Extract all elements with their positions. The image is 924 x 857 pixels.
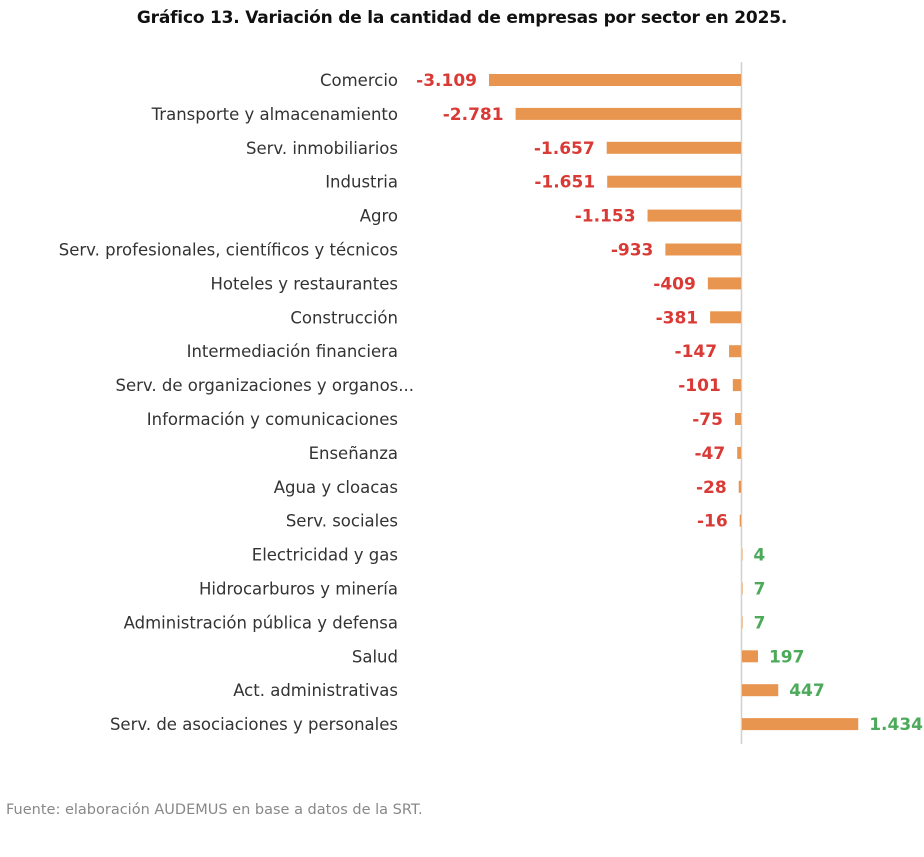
value-label: 197 [769,647,805,667]
bar [742,718,859,731]
value-label: -2.781 [443,105,504,125]
bars-layer [489,74,859,731]
bar [647,209,741,222]
value-label: -1.153 [575,207,636,227]
category-label: Intermediación financiera [187,342,398,361]
value-label: -28 [696,478,727,498]
bar [710,311,741,324]
value-label: -381 [656,308,699,328]
bar [738,480,741,493]
category-label: Serv. profesionales, científicos y técni… [59,241,398,260]
category-labels: Comercio Transporte y almacenamiento Serv.… [59,71,414,734]
value-label: 447 [789,681,825,701]
category-label: Transporte y almacenamiento [151,105,398,124]
bar [739,514,741,527]
category-label: Agua y cloacas [274,478,398,497]
category-label: Serv. sociales [286,512,398,531]
value-label: -409 [653,274,696,294]
category-label: Serv. de organizaciones y organos... [115,376,414,395]
category-label: Hoteles y restaurantes [211,274,399,293]
category-label: Información y comunicaciones [147,410,398,429]
bar [729,345,741,358]
bar [515,107,741,120]
bar [742,616,743,629]
value-label: -933 [611,241,654,261]
bar [489,74,741,86]
value-label: -101 [678,376,721,396]
value-label: -16 [697,512,728,532]
value-label: 7 [754,613,766,633]
value-label: -75 [692,410,723,430]
category-label: Serv. inmobiliarios [246,139,398,158]
value-labels: -3.109 -2.781 -1.657 -1.651 -1.153 -933 -409 -3… [416,71,923,735]
value-label: -1.651 [534,173,595,193]
value-label: -147 [675,342,718,362]
chart-title: Gráfico 13. Variación de la cantidad de … [136,8,788,28]
category-label: Enseñanza [309,444,398,463]
bar [606,141,741,154]
bar [732,379,741,392]
value-label: 1.434 [869,715,923,735]
value-label: -3.109 [416,71,477,91]
category-label: Agro [360,207,398,226]
bar [742,548,743,561]
bar [734,413,741,425]
category-label: Electricidad y gas [252,546,398,565]
category-label: Act. administrativas [233,681,398,700]
category-label: Hidrocarburos y minería [199,580,398,599]
category-label: Salud [352,647,398,666]
value-label: -1.657 [534,139,595,159]
bar [742,582,743,595]
bar [665,243,741,256]
value-label: 7 [754,580,766,600]
source-note: Fuente: elaboración AUDEMUS en base a da… [6,802,423,818]
value-label: -47 [694,444,725,464]
category-label: Industria [325,173,398,192]
bar [707,277,741,290]
category-label: Construcción [290,308,398,327]
bar [742,684,779,697]
category-label: Comercio [320,71,398,90]
category-label: Administración pública y defensa [124,613,398,632]
value-label: 4 [753,546,765,566]
bar [737,446,741,459]
bar [742,650,758,663]
bar [607,175,741,188]
category-label: Serv. de asociaciones y personales [110,715,398,734]
